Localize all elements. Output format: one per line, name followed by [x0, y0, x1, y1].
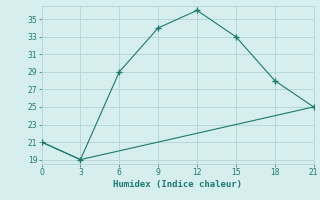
X-axis label: Humidex (Indice chaleur): Humidex (Indice chaleur)	[113, 180, 242, 189]
